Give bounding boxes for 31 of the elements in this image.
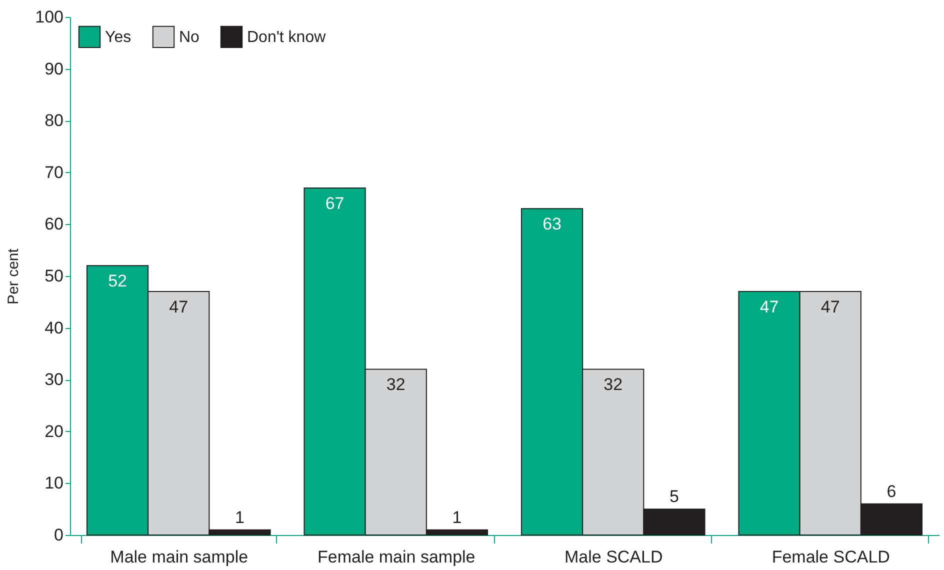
data-label: 1 [452,508,462,527]
x-tick-label: Female main sample [317,548,476,566]
data-label: 32 [604,375,623,394]
y-tick-label: 80 [44,111,64,130]
legend-label: Yes [105,28,132,46]
y-tick-label: 30 [44,370,64,390]
y-tick-label: 40 [44,318,64,338]
data-label: 47 [760,298,779,317]
y-tick-label: 20 [44,422,64,441]
data-label: 6 [886,482,896,501]
x-tick-label: Male SCALD [564,548,663,566]
data-label: 1 [234,508,244,527]
data-label: 63 [542,214,562,234]
data-label: 47 [169,298,188,317]
y-tick-label: 90 [44,59,64,78]
legend-label: No [179,28,200,46]
x-tick-label: Male main sample [110,548,248,566]
x-tick-label: Female SCALD [772,548,890,566]
data-label: 47 [820,298,840,317]
y-axis-title: Per cent [5,248,22,304]
y-tick-label: 70 [44,162,64,182]
data-label: 32 [386,375,406,394]
y-tick-label: 60 [44,214,64,234]
data-label: 67 [325,194,344,213]
data-label: 52 [108,272,127,291]
y-tick-label: 50 [44,266,64,286]
data-label: 5 [669,487,679,506]
legend-label: Don't know [247,28,326,46]
y-tick-label: 10 [44,474,64,493]
y-tick-label: 0 [54,526,64,544]
y-tick-label: 100 [35,8,64,26]
